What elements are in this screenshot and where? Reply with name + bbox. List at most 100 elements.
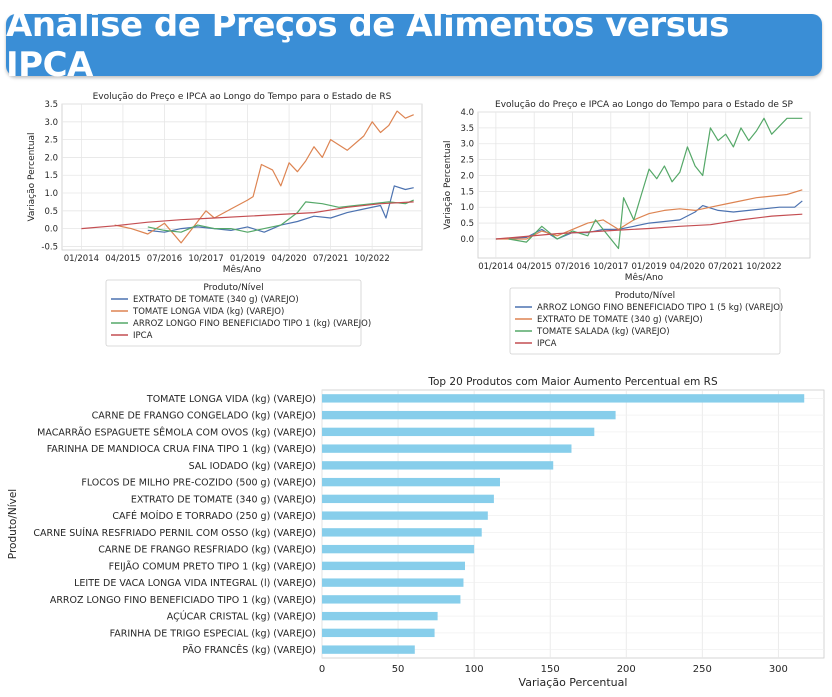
category-label: PÃO FRANCÊS (kg) (VAREJO): [182, 644, 316, 656]
y-tick-label: 2.5: [460, 156, 474, 166]
x-tick-label: 01/2014: [64, 254, 99, 264]
legend-box: [509, 287, 781, 355]
chart-title: Evolução do Preço e IPCA ao Longo do Tem…: [93, 92, 392, 102]
series-line-2: [147, 199, 414, 233]
category-label: CAFÉ MOÍDO E TORRADO (250 g) (VAREJO): [112, 510, 316, 522]
y-tick-label: 0.0: [44, 225, 58, 235]
x-tick-label: 100: [465, 664, 484, 675]
legend-label: IPCA: [537, 339, 557, 349]
x-tick-label: 01/2019: [230, 254, 265, 264]
x-tick-label: 01/2014: [478, 262, 513, 272]
category-label: FLOCOS DE MILHO PRE-COZIDO (500 g) (VARE…: [81, 478, 316, 489]
category-label: CARNE DE FRANGO CONGELADO (kg) (VAREJO): [92, 411, 316, 422]
y-tick-label: 1.0: [460, 203, 474, 213]
bar-10: [322, 561, 465, 571]
x-tick-label: 150: [541, 664, 560, 675]
x-tick-label: 10/2022: [354, 254, 389, 264]
x-tick-label: 300: [769, 664, 788, 675]
x-tick-label: 50: [392, 664, 405, 675]
y-tick-label: 3.0: [44, 118, 58, 128]
y-tick-label: 0.5: [44, 207, 58, 217]
y-tick-label: 2.0: [44, 153, 58, 163]
bar-1: [322, 410, 616, 420]
x-axis-label: Mês/Ano: [223, 264, 262, 275]
x-axis-label: Variação Percentual: [519, 676, 628, 689]
y-tick-label: 2.5: [44, 136, 58, 146]
category-label: AÇÚCAR CRISTAL (kg) (VAREJO): [167, 611, 316, 623]
category-label: LEITE DE VACA LONGA VIDA INTEGRAL (l) (V…: [74, 578, 316, 589]
y-tick-label: 1.5: [44, 171, 58, 181]
category-label: CARNE DE FRANGO RESFRIADO (kg) (VAREJO): [98, 545, 316, 556]
y-tick-label: 3.5: [460, 124, 474, 134]
legend-label: TOMATE LONGA VIDA (kg) (VAREJO): [132, 307, 284, 317]
x-tick-label: 07/2016: [555, 262, 590, 272]
category-label: SAL IODADO (kg) (VAREJO): [189, 461, 316, 472]
legend-label: ARROZ LONGO FINO BENEFICIADO TIPO 1 (kg)…: [133, 319, 371, 329]
x-tick-label: 0: [319, 664, 325, 675]
chart-title: Evolução do Preço e IPCA ao Longo do Tem…: [495, 100, 793, 110]
y-axis-label: Variação Percentual: [443, 140, 453, 229]
x-tick-label: 07/2016: [147, 254, 182, 264]
category-label: ARROZ LONGO FINO BENEFICIADO TIPO 1 (kg)…: [50, 595, 316, 606]
series-line-1: [114, 110, 414, 244]
category-label: TOMATE LONGA VIDA (kg) (VAREJO): [146, 394, 316, 405]
legend-label: ARROZ LONGO FINO BENEFICIADO TIPO 1 (5 k…: [537, 303, 783, 313]
bar-2: [322, 427, 595, 437]
bar-0: [322, 394, 805, 403]
x-tick-label: 10/2017: [188, 254, 223, 264]
y-tick-label: 1.0: [44, 189, 58, 199]
x-tick-label: 04/2015: [105, 254, 140, 264]
plot-area: [61, 103, 423, 251]
y-tick-label: 1.5: [460, 187, 474, 197]
legend-label: EXTRATO DE TOMATE (340 g) (VAREJO): [133, 295, 299, 305]
y-axis-label: Variação Percentual: [27, 132, 37, 221]
bar-14: [322, 628, 435, 638]
legend-label: EXTRATO DE TOMATE (340 g) (VAREJO): [537, 315, 703, 325]
bar-11: [322, 578, 464, 587]
bar-6: [322, 494, 494, 504]
category-label: FARINHA DE MANDIOCA CRUA FINA TIPO 1 (kg…: [47, 444, 316, 455]
y-axis-label: Produto/Nível: [7, 489, 19, 559]
series-line-3: [81, 201, 414, 230]
x-tick-label: 04/2015: [517, 262, 552, 272]
series-line-3: [495, 213, 803, 240]
bar-12: [322, 595, 461, 604]
legend-box: [105, 279, 362, 347]
y-tick-label: 4.0: [460, 108, 474, 118]
y-tick-label: -0.5: [41, 242, 58, 252]
category-label: CARNE SUÍNA RESFRIADO PERNIL COM OSSO (k…: [33, 527, 316, 539]
x-tick-label: 01/2019: [631, 262, 666, 272]
category-label: FARINHA DE TRIGO ESPECIAL (kg) (VAREJO): [110, 628, 316, 639]
bar-9: [322, 544, 475, 554]
x-tick-label: 07/2021: [708, 262, 743, 272]
legend-label: IPCA: [133, 331, 153, 341]
series-line-0: [147, 185, 414, 233]
series-line-1: [495, 189, 803, 240]
bar-7: [322, 511, 488, 520]
x-tick-label: 04/2020: [271, 254, 306, 264]
category-label: EXTRATO DE TOMATE (340 g) (VAREJO): [131, 494, 316, 505]
x-axis-label: Mês/Ano: [625, 272, 664, 283]
x-tick-label: 07/2021: [313, 254, 348, 264]
y-tick-label: 3.5: [44, 100, 58, 110]
legend-label: TOMATE SALADA (kg) (VAREJO): [536, 327, 670, 337]
category-label: MACARRÃO ESPAGUETE SÊMOLA COM OVOS (kg) …: [37, 426, 316, 438]
series-line-2: [508, 117, 803, 250]
x-tick-label: 04/2020: [670, 262, 705, 272]
bar-4: [322, 461, 554, 470]
x-tick-label: 200: [617, 664, 636, 675]
y-tick-label: 2.0: [460, 171, 474, 181]
bar-3: [322, 444, 572, 453]
x-tick-label: 10/2017: [593, 262, 628, 272]
bar-8: [322, 528, 482, 537]
category-label: FEIJÃO COMUM PRETO TIPO 1 (kg) (VAREJO): [109, 561, 316, 572]
x-tick-label: 250: [693, 664, 712, 675]
y-tick-label: 0.0: [460, 235, 474, 245]
page-title: Análise de Preços de Alimentos versus IP…: [6, 5, 729, 85]
title-banner: Análise de Preços de Alimentos versus IP…: [6, 5, 822, 85]
bar-5: [322, 477, 500, 487]
x-tick-label: 10/2022: [746, 262, 781, 272]
y-tick-label: 0.5: [460, 219, 474, 229]
